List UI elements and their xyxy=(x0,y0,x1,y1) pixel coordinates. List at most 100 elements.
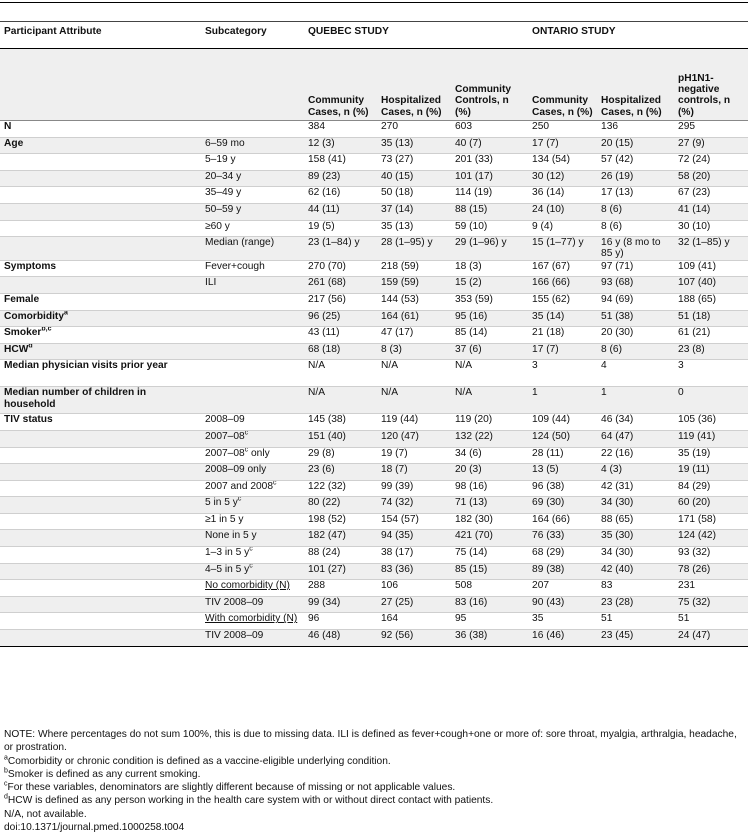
table-row: With comorbidity (N) 96 164 95 35 51 51 xyxy=(0,612,748,631)
header-subcategory: Subcategory xyxy=(201,21,304,49)
subcategory-label: 2007 and 2008 xyxy=(205,480,273,492)
value-cell: 8 (6) xyxy=(597,343,675,361)
value-cell: 12 (3) xyxy=(304,137,377,155)
value-cell: 68 (18) xyxy=(304,343,377,361)
subcategory-suffix: only xyxy=(248,447,270,459)
value-cell: 93 (68) xyxy=(597,276,675,294)
participant-attribute-cell: N xyxy=(0,120,201,138)
value-cell: 171 (58) xyxy=(674,513,748,531)
value-cell: 4 (3) xyxy=(597,463,675,481)
subcategory-label: 20–34 y xyxy=(205,170,242,182)
value-cell: 29 (1–96) y xyxy=(451,236,529,261)
value-cell: N/A xyxy=(377,359,451,388)
subcategory-cell: None in 5 y xyxy=(201,529,304,548)
value-cell: 182 (47) xyxy=(304,529,377,548)
footnote-marker: c xyxy=(4,780,8,788)
footnote-marker: b xyxy=(4,767,8,775)
attribute-label: Comorbidity xyxy=(4,310,64,322)
participant-attribute-cell: Median physician visits prior year xyxy=(0,359,201,388)
subcategory-cell: 4–5 in 5 yc xyxy=(201,563,304,581)
subcategory-cell: TIV 2008–09 xyxy=(201,629,304,647)
value-cell: 19 (11) xyxy=(674,463,748,481)
value-cell: 288 xyxy=(304,579,377,597)
value-cell: 164 xyxy=(377,612,451,631)
footnote-marker: c xyxy=(237,496,242,503)
subcategory-cell: 6–59 mo xyxy=(201,137,304,155)
value-cell: 23 (28) xyxy=(597,596,675,614)
participant-attribute-cell xyxy=(0,203,201,221)
subcategory-cell: 2007 and 2008c xyxy=(201,480,304,498)
value-cell: 46 (34) xyxy=(597,413,675,431)
table-row: TIV 2008–09 99 (34) 27 (25) 83 (16) 90 (43) 2… xyxy=(0,596,748,614)
results-table: Participant Attribute Subcategory QUEBEC… xyxy=(0,21,748,647)
top-rule xyxy=(0,2,748,3)
value-cell: 99 (34) xyxy=(304,596,377,614)
value-cell: 88 (15) xyxy=(451,203,529,221)
subcategory-cell: 2007–08c xyxy=(201,430,304,448)
subcategory-cell: With comorbidity (N) xyxy=(201,612,304,631)
header-blank-cell xyxy=(201,48,304,121)
subcategory-label: No comorbidity (N) xyxy=(205,580,290,592)
subcategory-label: 5 in 5 y xyxy=(205,497,238,509)
value-cell: 158 (41) xyxy=(304,153,377,171)
value-cell: 27 (25) xyxy=(377,596,451,614)
value-cell: N/A xyxy=(451,386,529,415)
value-cell: 83 xyxy=(597,579,675,597)
value-cell: 32 (1–85) y xyxy=(674,236,748,261)
value-cell: 34 (6) xyxy=(451,447,529,465)
table-row: 2007 and 2008c 122 (32) 99 (39) 98 (16) 96 (… xyxy=(0,480,748,498)
value-cell: 35 xyxy=(528,612,598,631)
table-row: Median number of children in household N/… xyxy=(0,386,748,415)
value-cell: N/A xyxy=(304,386,377,415)
value-cell: 101 (17) xyxy=(451,170,529,188)
header-row-groups: Participant Attribute Subcategory QUEBEC… xyxy=(0,21,748,49)
value-cell: 26 (19) xyxy=(597,170,675,188)
value-cell: 119 (44) xyxy=(377,413,451,431)
value-cell: 74 (32) xyxy=(377,496,451,514)
table-row: Median physician visits prior year N/A N/A… xyxy=(0,359,748,388)
participant-attribute-cell xyxy=(0,220,201,238)
value-cell: 8 (3) xyxy=(377,343,451,361)
subcategory-cell xyxy=(201,359,304,388)
table-row: ≥1 in 5 y 198 (52) 154 (57) 182 (30) 164 (66… xyxy=(0,513,748,531)
value-cell: 78 (26) xyxy=(674,563,748,581)
subcategory-label: 50–59 y xyxy=(205,203,242,215)
value-cell: 19 (5) xyxy=(304,220,377,238)
value-cell: 35 (19) xyxy=(674,447,748,465)
value-cell: 46 (48) xyxy=(304,629,377,647)
value-cell: 29 (8) xyxy=(304,447,377,465)
table-body: N 384 270 603 250 136 295 Age 6–59 mo 12 (3) 35 (1… xyxy=(0,120,748,647)
value-cell: N/A xyxy=(304,359,377,388)
value-cell: 83 (36) xyxy=(377,563,451,581)
value-cell: 37 (6) xyxy=(451,343,529,361)
value-cell: 51 (18) xyxy=(674,310,748,328)
value-cell: 88 (24) xyxy=(304,546,377,564)
table-row: TIV status 2008–09 145 (38) 119 (44) 119 (20… xyxy=(0,413,748,431)
value-cell: 201 (33) xyxy=(451,153,529,171)
value-cell: 38 (17) xyxy=(377,546,451,564)
value-cell: 96 (25) xyxy=(304,310,377,328)
header-ontario-community-cases: Community Cases, n (%) xyxy=(528,48,598,121)
value-cell: 20 (30) xyxy=(597,326,675,344)
attribute-label: Smoker xyxy=(4,327,42,339)
value-cell: N/A xyxy=(377,386,451,415)
footnote-marker: a xyxy=(64,310,68,317)
value-cell: 30 (10) xyxy=(674,220,748,238)
table-row: Female 217 (56) 144 (53) 353 (59) 155 (62) 94… xyxy=(0,293,748,311)
value-cell: 4 xyxy=(597,359,675,388)
value-cell: 13 (5) xyxy=(528,463,598,481)
value-cell: 35 (14) xyxy=(528,310,598,328)
value-cell: 51 (38) xyxy=(597,310,675,328)
subcategory-cell: TIV 2008–09 xyxy=(201,596,304,614)
participant-attribute-cell xyxy=(0,236,201,261)
value-cell: 132 (22) xyxy=(451,430,529,448)
subcategory-cell: ILI xyxy=(201,276,304,294)
value-cell: 47 (17) xyxy=(377,326,451,344)
value-cell: 421 (70) xyxy=(451,529,529,548)
participant-attribute-cell: Median number of children in household xyxy=(0,386,201,415)
value-cell: 16 y (8 mo to 85 y) xyxy=(597,236,675,261)
value-cell: 1 xyxy=(528,386,598,415)
participant-attribute-cell: Female xyxy=(0,293,201,311)
subcategory-label: ≥60 y xyxy=(205,220,230,232)
footnote-marker: c xyxy=(249,563,253,570)
